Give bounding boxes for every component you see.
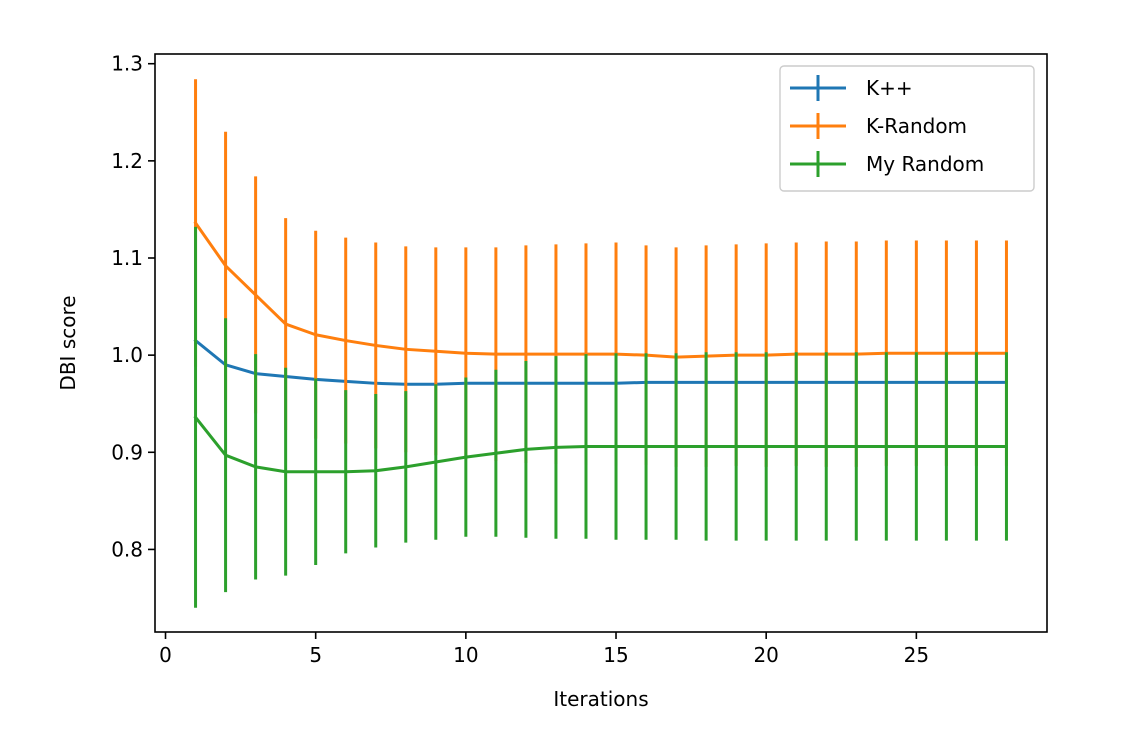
y-tick-label: 0.9 xyxy=(111,440,143,464)
y-tick-label: 1.0 xyxy=(111,343,143,367)
x-tick-label: 15 xyxy=(603,643,628,667)
y-tick-label: 1.2 xyxy=(111,149,143,173)
legend-item: My Random xyxy=(790,151,984,177)
legend-label: My Random xyxy=(866,152,984,176)
series-line xyxy=(196,341,1007,385)
y-tick-label: 0.8 xyxy=(111,537,143,561)
series-line xyxy=(196,417,1007,471)
x-tick-label: 5 xyxy=(309,643,322,667)
y-tick-label: 1.3 xyxy=(111,52,143,76)
y-tick-label: 1.1 xyxy=(111,246,143,270)
x-tick-label: 20 xyxy=(753,643,778,667)
legend-item: K-Random xyxy=(790,113,967,139)
x-tick-label: 10 xyxy=(453,643,478,667)
legend: K++ K-Random My Random xyxy=(780,66,1034,191)
series-k- xyxy=(196,341,1007,385)
legend-label: K-Random xyxy=(866,114,967,138)
legend-label: K++ xyxy=(866,76,913,100)
x-tick-label: 25 xyxy=(904,643,929,667)
x-tick-label: 0 xyxy=(159,643,172,667)
y-axis-title: DBI score xyxy=(56,295,80,390)
series-my-random xyxy=(196,227,1007,608)
series-line xyxy=(196,223,1007,357)
x-axis-title: Iterations xyxy=(553,687,648,711)
